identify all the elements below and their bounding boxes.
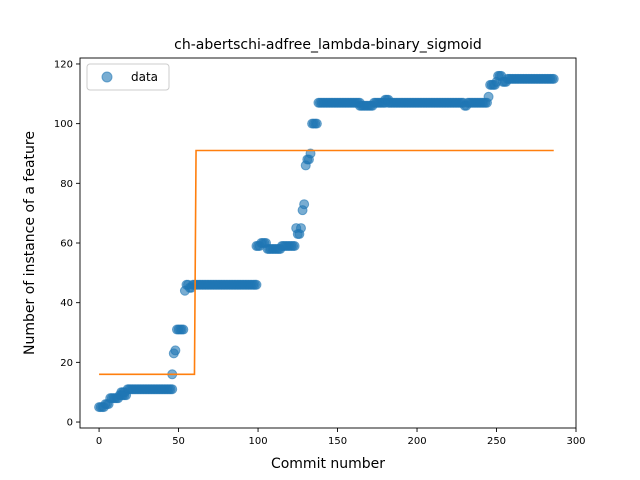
x-axis-label: Commit number: [271, 456, 385, 472]
y-tick-label: 40: [60, 298, 73, 309]
x-tick-label: 200: [407, 436, 426, 447]
x-tick-label: 300: [566, 436, 585, 447]
y-tick-label: 0: [67, 418, 73, 429]
x-tick-label: 100: [249, 436, 268, 447]
y-axis-label: Number of instance of a feature: [22, 131, 38, 355]
x-tick-label: 0: [96, 436, 102, 447]
legend-label-data: data: [131, 70, 158, 84]
fit-line: [99, 149, 554, 376]
plot-area: [94, 70, 559, 413]
legend: data: [86, 63, 170, 91]
data-point: [178, 324, 189, 335]
data-point: [170, 345, 181, 356]
legend-box: [86, 63, 170, 91]
x-tick-label: 150: [328, 436, 347, 447]
y-tick-label: 120: [54, 59, 73, 70]
y-tick-label: 60: [60, 239, 73, 250]
y-tick-label: 80: [60, 179, 73, 190]
data-point: [295, 223, 306, 234]
data-point: [483, 91, 494, 102]
x-tick-label: 50: [172, 436, 185, 447]
legend-marker-data: [101, 71, 113, 83]
chart-title: ch-abertschi-adfree_lambda-binary_sigmoi…: [174, 37, 482, 53]
data-point: [251, 279, 262, 290]
data-point: [289, 240, 300, 251]
axes: 0 50 100 150 200 250 300 0 20 40 60 80 100 120: [54, 57, 586, 447]
x-tick-label: 250: [487, 436, 506, 447]
data-point: [299, 199, 310, 210]
data-point: [548, 73, 559, 84]
y-tick-label: 100: [54, 119, 73, 130]
data-point: [311, 118, 322, 129]
data-point: [167, 384, 178, 395]
y-tick-label: 20: [60, 358, 73, 369]
